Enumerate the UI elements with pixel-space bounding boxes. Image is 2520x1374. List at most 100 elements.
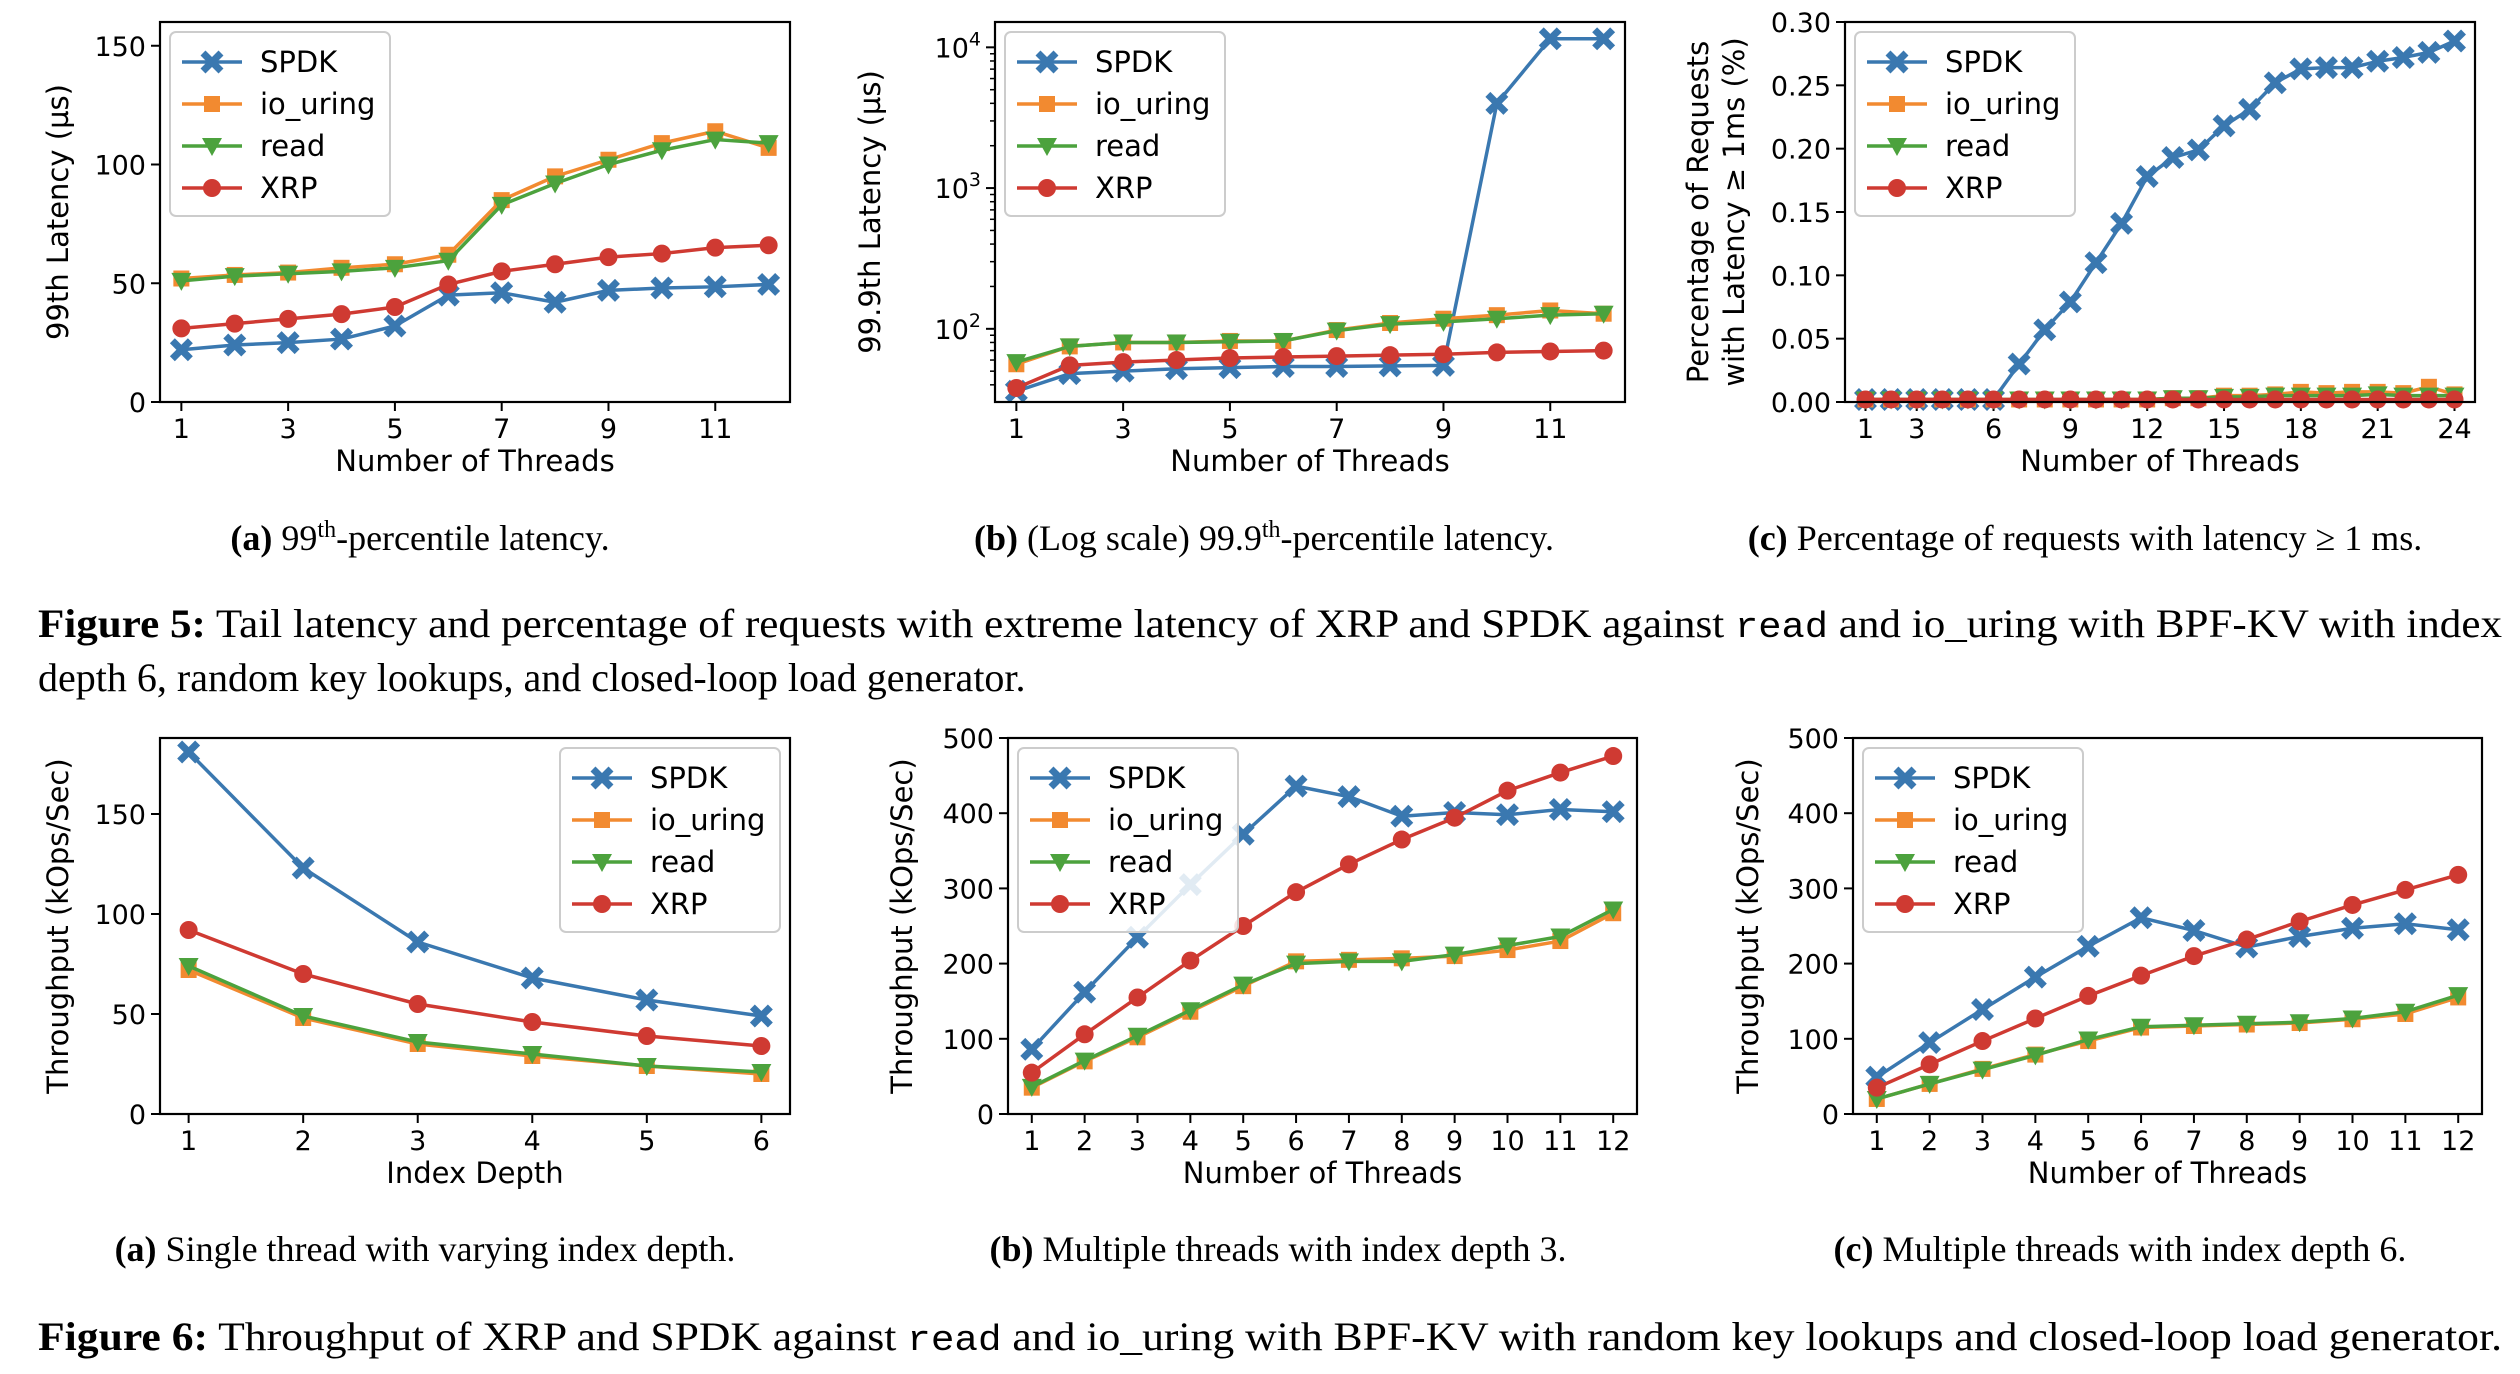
- data-point-XRP: [637, 1027, 656, 1045]
- data-point-SPDK: [2135, 165, 2159, 189]
- x-tick-label: 8: [2238, 1126, 2255, 1157]
- chart-2: 1 3 5 7 9 11 102 103 104 Number of Threads 99.9th …: [853, 20, 1627, 478]
- legend-marker-read: [1895, 854, 1915, 872]
- y-tick-label: 400: [1787, 799, 1839, 830]
- legend-marker-SPDK: [1048, 766, 1072, 790]
- data-point-XRP: [523, 1013, 542, 1031]
- data-point-XRP: [172, 319, 191, 338]
- y-axis-label: Throughput (kOps/Sec): [885, 758, 919, 1094]
- legend-marker-io_uring: [204, 96, 220, 112]
- legend-marker-io_uring: [1897, 812, 1913, 828]
- legend-marker-XRP: [1888, 179, 1906, 197]
- x-tick-label: 9: [2062, 414, 2079, 445]
- data-point-SPDK: [2314, 56, 2338, 80]
- x-tick-label: 15: [2207, 414, 2241, 445]
- data-point-read: [1113, 334, 1134, 353]
- data-point-SPDK: [2288, 925, 2312, 949]
- y-tick-label: 50: [112, 269, 146, 300]
- legend-box: [1854, 31, 2076, 217]
- chart-1: 1 3 5 7 9 11 0 50 100 150 Number of Threads 99th La…: [41, 20, 792, 478]
- legend-label-io_uring: io_uring: [1945, 87, 2060, 121]
- legend-marker-SPDK: [1893, 766, 1917, 790]
- legend-marker-read: [592, 854, 612, 872]
- x-tick-label: 2: [295, 1126, 312, 1157]
- data-point-XRP: [1327, 347, 1346, 366]
- legend-box: [1862, 747, 2084, 933]
- data-point-read: [1233, 976, 1254, 995]
- x-tick-label: 12: [1596, 1126, 1630, 1157]
- data-point-XRP: [2445, 390, 2464, 409]
- data-point-SPDK: [2129, 906, 2153, 930]
- subcaption-5c-text: Percentage of requests with latency ≥ 1 …: [1788, 518, 2423, 558]
- data-point-SPDK: [1020, 1037, 1044, 1061]
- data-point-read: [1433, 313, 1454, 332]
- data-point-SPDK: [2033, 318, 2057, 342]
- data-point-SPDK: [1918, 1031, 1942, 1055]
- data-point-read: [1166, 334, 1187, 353]
- legend-marker-SPDK: [1885, 50, 1909, 74]
- data-point-read: [1866, 1090, 1887, 1109]
- x-tick-label: 11: [2388, 1126, 2422, 1157]
- data-point-XRP: [2061, 390, 2080, 409]
- data-point-XRP: [1075, 1025, 1094, 1044]
- x-tick-label: 6: [2132, 1126, 2149, 1157]
- data-point-XRP: [706, 238, 725, 257]
- data-point-SPDK: [2161, 146, 2185, 170]
- plot-frame: [1851, 736, 2484, 1116]
- series-io_uring: [1023, 905, 1622, 1096]
- legend-marker-SPDK: [200, 50, 224, 74]
- data-point-SPDK: [520, 966, 544, 990]
- data-point-SPDK: [2446, 918, 2470, 942]
- data-point-XRP: [1434, 345, 1453, 364]
- x-tick-label: 3: [1908, 414, 1925, 445]
- data-point-XRP: [1339, 855, 1358, 874]
- subcaption-6a: (a) Single thread with varying index dep…: [115, 1229, 736, 1269]
- data-point-read: [2025, 1047, 2046, 1066]
- data-point-SPDK: [2417, 40, 2441, 64]
- x-tick-label: 4: [524, 1126, 541, 1157]
- data-point-XRP: [1551, 763, 1570, 782]
- y-tick-label: 100: [94, 900, 146, 931]
- data-point-XRP: [2291, 390, 2310, 409]
- x-tick-label: 7: [2185, 1126, 2202, 1157]
- legend-marker-read: [1050, 854, 1070, 872]
- plot-frame: [993, 20, 1627, 404]
- y-axis-label: Percentage of Requests: [1681, 41, 1715, 383]
- legend-label-io_uring: io_uring: [1095, 87, 1210, 121]
- y-tick-label: 200: [1787, 950, 1839, 981]
- data-point-read: [1338, 953, 1359, 972]
- data-point-read: [1286, 955, 1307, 974]
- x-tick-label: 9: [1435, 414, 1452, 445]
- data-point-XRP: [1920, 1055, 1939, 1074]
- y-tick-label: 50: [112, 1000, 146, 1031]
- data-point-XRP: [2343, 895, 2362, 914]
- data-point-XRP: [599, 248, 618, 267]
- data-point-XRP: [2237, 930, 2256, 949]
- series-read: [171, 131, 779, 291]
- data-point-XRP: [2189, 390, 2208, 409]
- data-point-XRP: [1487, 343, 1506, 362]
- data-point-XRP: [294, 965, 313, 983]
- data-point-XRP: [2394, 390, 2413, 409]
- data-point-read: [1006, 354, 1027, 373]
- series-line-io_uring: [187, 968, 762, 1076]
- x-tick-label: 1: [1857, 414, 1874, 445]
- series-line-SPDK: [1015, 37, 1604, 393]
- data-point-SPDK: [650, 276, 674, 300]
- y-tick-label: 0.30: [1771, 8, 1831, 39]
- data-point-read: [2183, 1017, 2204, 1036]
- x-tick-label: 6: [1287, 1126, 1304, 1157]
- data-point-SPDK: [1390, 804, 1414, 828]
- subcaption-5a-text: 99: [272, 518, 317, 558]
- data-point-XRP: [2163, 390, 2182, 409]
- data-point-XRP: [2079, 986, 2098, 1005]
- subcaption-5b-label: (b): [974, 518, 1018, 558]
- data-point-SPDK: [2289, 57, 2313, 81]
- figure6-text-b: and io_uring with BPF-KV with random key…: [1002, 1314, 2502, 1359]
- x-tick-label: 11: [698, 414, 732, 445]
- data-point-XRP: [2035, 390, 2054, 409]
